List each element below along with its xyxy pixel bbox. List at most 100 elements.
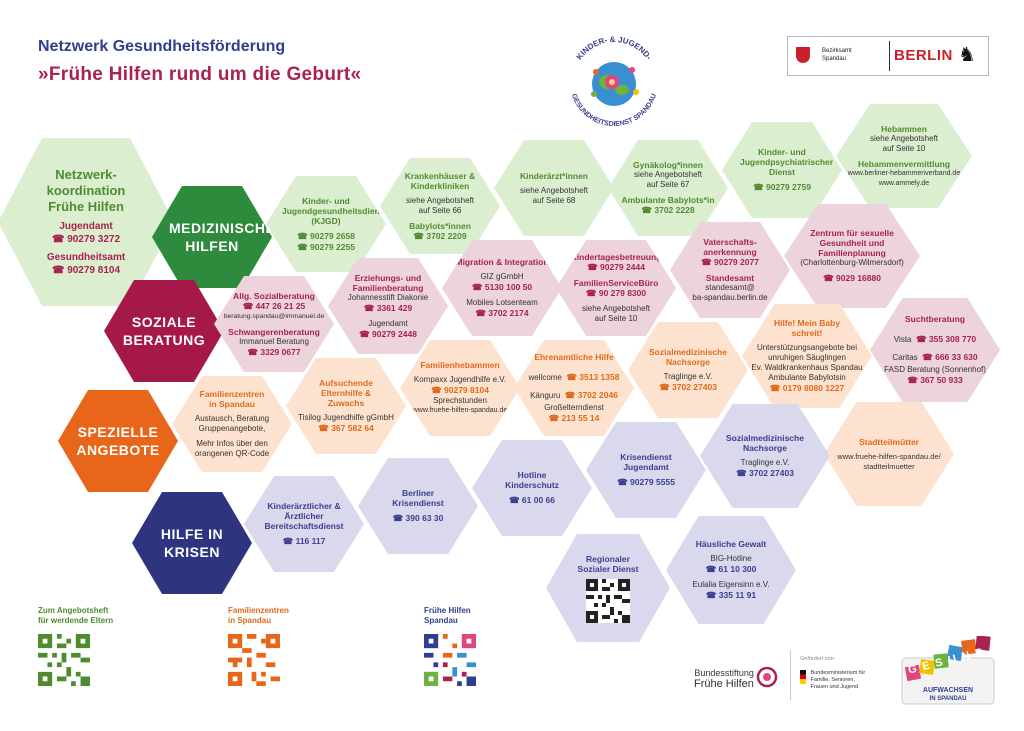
hex-sozialmedizinische-nachsorge-1: Sozialmedizinische Nachsorge Traglinge e… — [628, 322, 748, 418]
ehrenamt-kaenguru: Känguru — [530, 391, 561, 400]
gyn-babylotsin: Ambulante Babylots*in — [621, 195, 715, 205]
kranken-ref-2: auf Seite 66 — [418, 205, 462, 215]
bundesstiftung-line2: Frühe Hilfen — [694, 678, 754, 690]
qr-label-angebotsheft-1: Zum Angebotsheft — [38, 606, 109, 615]
baby-phone: ☎ 0179 8080 1227 — [769, 383, 845, 393]
hex-kjpd: Kinder- und Jugendpsychiatrischer Dienst… — [722, 122, 842, 218]
gewalt-title: Häusliche Gewalt — [695, 539, 767, 549]
hebammen-ref-2: auf Seite 10 — [882, 143, 926, 153]
kranken-ref-1: siehe Angebotsheft — [405, 195, 475, 205]
hebammenvermittlung: Hebammenvermittlung — [857, 158, 951, 169]
erzieh-phone: ☎ 3361 429 — [363, 302, 413, 313]
berlin-bear-icon: ♞ — [958, 44, 976, 66]
kranken-title: Krankenhäuser & Kinderkliniken — [404, 170, 476, 191]
sozmed2-phone: ☎ 3702 27403 — [736, 468, 794, 478]
famheb-link[interactable]: www.fruehe-hilfen-spandau.de — [412, 407, 508, 414]
qr-label-fruehe-2: Spandau — [424, 616, 458, 625]
krisendienst-ja-title: Krisendienst Jugendamt — [620, 452, 672, 472]
hebammen-link-2[interactable]: www.ammely.de — [878, 179, 930, 187]
familienzentren-text-1: Austausch, Beratung — [194, 414, 270, 423]
migration-phone: ☎ 5130 100 50 — [471, 282, 533, 292]
kita-title: Kindertagesbetreuung — [570, 252, 662, 262]
allg-title: Allg. Sozialberatung — [233, 290, 315, 301]
ehrenamt-wellcome-phone: ☎ 3513 1358 — [566, 372, 620, 382]
krisendienst-title: Berliner Krisendienst — [392, 488, 444, 508]
standesamt-email-1[interactable]: standesamt@ — [705, 283, 755, 292]
aufsuchende-provider: Tisilog Jugendhilfe gGmbH — [298, 413, 394, 422]
hebammen-link-1[interactable]: www.berliner-hebammenverband.de — [847, 169, 961, 177]
baby-text-4: Ambulante Babylotsin — [768, 373, 846, 382]
qr-code-fruehe-hilfen-icon[interactable] — [424, 634, 476, 686]
gewalt-big-phone: ☎ 61 10 300 — [705, 564, 757, 574]
ehrenamt-title: Ehrenamtliche Hilfe — [534, 352, 614, 362]
kita-phone-2: ☎ 90 279 8300 — [585, 288, 647, 298]
qr-label-familienzentren-2: in Spandau — [228, 616, 272, 625]
hex-familienhebammen: Familienhebammen Kompaxx Jugendhilfe e.V… — [400, 340, 520, 436]
allg-immanuel: Immanuel Beratung — [239, 336, 309, 346]
bezirksamt-line1: Bezirksamt — [822, 48, 852, 54]
erzieh-title: Erziehungs- und Familienberatung — [352, 272, 424, 293]
gyn-title: Gynäkolog*innen — [633, 160, 703, 170]
regional-title: Regionaler Sozialer Dienst — [577, 553, 639, 574]
migration-title: Migration & Integration — [455, 257, 549, 267]
bereitschaft-title: Kinderärztlicher & Ärztlicher Bereitscha… — [264, 501, 344, 531]
allg-email[interactable]: beratung.spandau@immanuel.de — [223, 312, 325, 320]
erzieh-jugendamt: Jugendamt — [368, 318, 408, 328]
bezirksamt-label: Bezirksamt Spandau — [822, 47, 852, 63]
category-medizinisch: MEDIZINISCHE HILFEN — [169, 220, 276, 254]
svg-text:KINDER- & JUGEND-: KINDER- & JUGEND- — [575, 35, 654, 62]
familienzentren-text-3: Mehr Infos über den — [196, 439, 268, 448]
ehrenamt-grosseltern: Großelterndienst — [544, 403, 604, 412]
hex-sozialmedizinische-nachsorge-2: Sozialmedizinische Nachsorge Traglinge e… — [700, 404, 830, 508]
hex-bereitschaftsdienst: Kinderärztlicher & Ärztlicher Bereitscha… — [244, 476, 364, 572]
standesamt: Standesamt — [705, 273, 755, 283]
standesamt-email-2[interactable]: ba-spandau.berlin.de — [692, 293, 768, 302]
hebammen-title: Hebammen — [881, 123, 927, 134]
german-flag-icon — [800, 670, 806, 684]
kjpd-title: Kinder- und Jugendpsychiatrischer Dienst — [740, 147, 834, 177]
gyn-ref-1: siehe Angebotsheft — [633, 170, 703, 179]
qr-code-familienzentren-icon[interactable] — [228, 634, 280, 686]
krisendienst-phone: ☎ 390 63 30 — [392, 513, 444, 523]
sozmed2-title: Sozialmedizinische Nachsorge — [726, 433, 804, 453]
hex-aufsuchende-elternhilfe: Aufsuchende Elternhilfe & Zuwachs Tisilo… — [286, 358, 406, 454]
erzieh-provider: Johannesstift Diakonie — [347, 292, 429, 302]
hex-hebammen: Hebammen siehe Angebotsheft auf Seite 10… — [836, 104, 972, 208]
category-krisen: HILFE IN KRISEN — [160, 526, 224, 560]
qr-label-familienzentren: Familienzentren in Spandau — [228, 606, 289, 626]
qr-label-fruehe-hilfen: Frühe Hilfen Spandau — [424, 606, 471, 626]
allg-phone: ☎ 447 26 21 25 — [242, 300, 306, 311]
kjgd-phone-1: ☎ 90279 2658 — [297, 230, 355, 241]
regional-qr-code-icon[interactable] — [586, 578, 630, 623]
sozmed1-title: Sozialmedizinische Nachsorge — [649, 347, 727, 367]
kranken-phone: ☎ 3702 2209 — [413, 230, 467, 241]
sucht-vista-phone: ☎ 355 308 770 — [915, 334, 977, 344]
netzwerk-jugendamt-phone: ☎ 90279 3272 — [51, 234, 121, 245]
hex-regionaler-sozialer-dienst: Regionaler Sozialer Dienst — [546, 534, 670, 642]
migration-giz: GIZ gGmbH — [480, 272, 524, 281]
gyn-phone: ☎ 3702 2228 — [641, 205, 695, 215]
zentrum-bezirk: (Charlottenburg-Wilmersdorf) — [800, 258, 904, 267]
netzwerk-jugendamt: Jugendamt — [59, 221, 113, 232]
bundesstiftung-logo: Bundesstiftung Frühe Hilfen — [694, 668, 754, 690]
kinderaerzt-title: Kinderärzt*innen — [519, 170, 588, 181]
hex-berliner-krisendienst: Berliner Krisendienst ☎ 390 63 30 — [358, 458, 478, 554]
famheb-phone: ☎ 90279 8104 — [431, 385, 489, 395]
stadtteil-link-2[interactable]: stadtteilmuetter — [863, 461, 915, 471]
familienzentren-text-4: orangenen QR-Code — [194, 449, 270, 458]
bezirksamt-berlin-logo: Bezirksamt Spandau BERLIN ♞ — [787, 36, 989, 76]
migration-lotsen: Mobiles Lotsenteam — [466, 298, 538, 307]
hex-kindertagesbetreuung: Kindertagesbetreuung ☎ 90279 2444 Famili… — [556, 240, 676, 336]
baby-text-1: Unterstützungsangebote bei — [756, 343, 858, 352]
logo-divider — [790, 650, 791, 700]
hex-hotline-kinderschutz: Hotline Kinderschutz ☎ 61 00 66 — [472, 440, 592, 536]
famheb-sprechstunden: Sprechstunden — [433, 396, 487, 405]
hex-sozialberatung: Allg. Sozialberatung ☎ 447 26 21 25 bera… — [214, 276, 334, 372]
qr-code-angebotsheft-icon[interactable] — [38, 634, 90, 686]
stadtteil-link-1[interactable]: www.fruehe-hilfen-spandau.de/ — [837, 451, 941, 461]
hotline-title: Hotline Kinderschutz — [505, 470, 559, 490]
kjgd-title: Kinder- und Jugendgesundheitsdienst (KJG… — [282, 195, 388, 226]
baby-text-2: unruhigen Säuglingen — [768, 353, 846, 362]
bmfsfj-logo: Gefördert von: Bundesministerium für Fam… — [800, 656, 890, 691]
